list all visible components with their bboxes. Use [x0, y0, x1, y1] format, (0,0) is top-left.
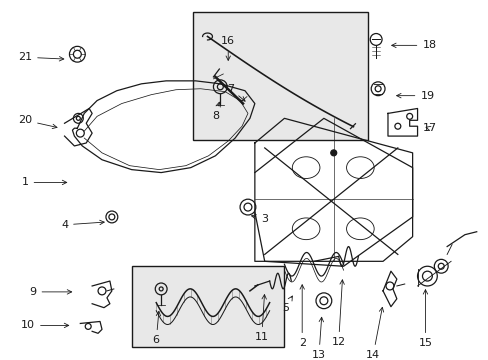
Text: 17: 17 — [422, 123, 436, 133]
Text: 2: 2 — [298, 285, 305, 348]
Text: 3: 3 — [251, 214, 267, 224]
Text: 20: 20 — [18, 115, 57, 129]
Text: 4: 4 — [61, 220, 104, 230]
Text: 5: 5 — [282, 296, 292, 313]
Text: 1: 1 — [21, 177, 66, 188]
Text: 6: 6 — [152, 311, 161, 345]
Text: 18: 18 — [391, 40, 436, 50]
Text: 16: 16 — [221, 36, 235, 60]
Text: 15: 15 — [418, 290, 431, 348]
FancyBboxPatch shape — [131, 266, 284, 347]
Text: 8: 8 — [211, 102, 220, 121]
Text: 13: 13 — [311, 317, 325, 360]
Text: 7: 7 — [226, 84, 244, 101]
FancyBboxPatch shape — [192, 12, 367, 140]
Text: 9: 9 — [29, 287, 72, 297]
Text: 19: 19 — [396, 91, 434, 101]
Text: 11: 11 — [254, 294, 268, 342]
Text: 12: 12 — [331, 280, 345, 347]
Circle shape — [330, 150, 336, 156]
Text: 10: 10 — [21, 320, 69, 330]
Text: 21: 21 — [18, 52, 63, 62]
Text: 14: 14 — [366, 307, 383, 360]
